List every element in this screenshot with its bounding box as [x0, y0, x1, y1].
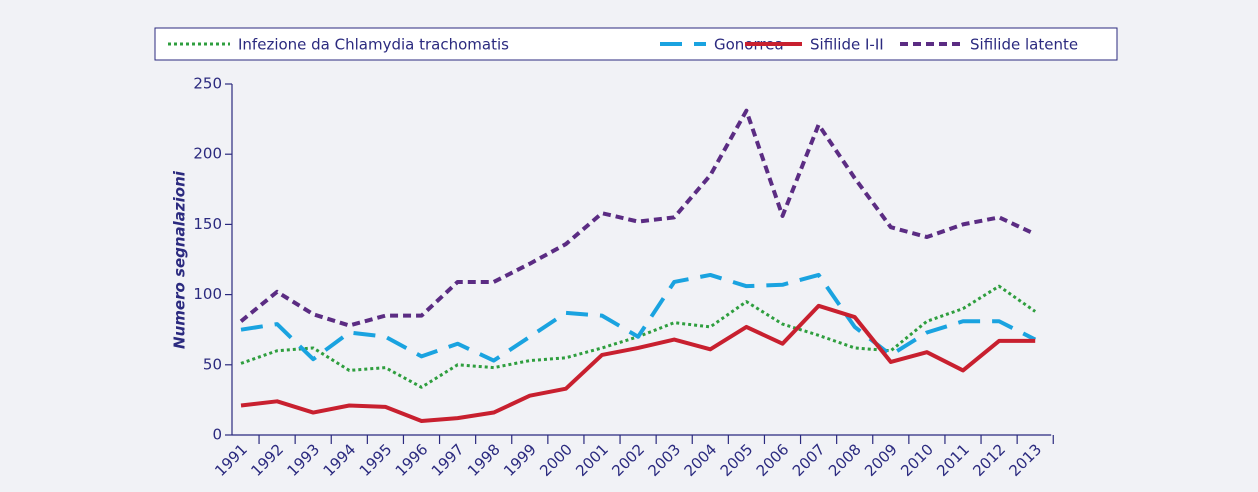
x-tick-label: 1998: [464, 440, 504, 480]
x-tick-label: 1993: [283, 440, 323, 480]
x-tick-label: 1994: [320, 440, 360, 480]
x-tick-label: 2003: [644, 440, 684, 480]
legend-label: Infezione da Chlamydia trachomatis: [238, 36, 509, 54]
y-tick-label: 250: [193, 75, 222, 93]
y-tick-label: 200: [193, 145, 222, 163]
y-axis-label: Numero segnalazioni: [171, 170, 189, 349]
y-tick-label: 150: [193, 215, 222, 233]
x-tick-label: 2005: [717, 440, 757, 480]
x-tick-label: 2013: [1005, 440, 1045, 480]
x-tick-label: 2002: [608, 440, 648, 480]
legend-label: Sifilide latente: [970, 36, 1078, 54]
x-tick-label: 2011: [933, 440, 973, 480]
x-tick-label: 1995: [356, 440, 396, 480]
x-tick-label: 1997: [428, 440, 468, 480]
x-tick-label: 2004: [681, 440, 721, 480]
x-tick-label: 1992: [247, 440, 287, 480]
series-line: [240, 272, 1037, 363]
y-tick-label: 50: [203, 355, 222, 373]
x-tick-label: 2008: [825, 440, 865, 480]
x-tick-label: 2006: [753, 440, 793, 480]
y-tick-label: 100: [193, 285, 222, 303]
series-line: [239, 108, 1037, 328]
x-tick-label: 2007: [789, 440, 829, 480]
x-tick-label: 2012: [969, 440, 1009, 480]
x-tick-label: 2009: [861, 440, 901, 480]
x-tick-label: 2001: [572, 440, 612, 480]
x-tick-label: 1996: [392, 440, 432, 480]
legend-label: Sifilide I-II: [810, 36, 884, 54]
x-tick-label: 1999: [500, 440, 540, 480]
y-tick-label: 0: [212, 426, 222, 444]
x-tick-label: 1991: [211, 440, 251, 480]
x-tick-label: 2010: [897, 440, 937, 480]
series-line: [240, 303, 1036, 423]
x-tick-label: 2000: [536, 440, 576, 480]
